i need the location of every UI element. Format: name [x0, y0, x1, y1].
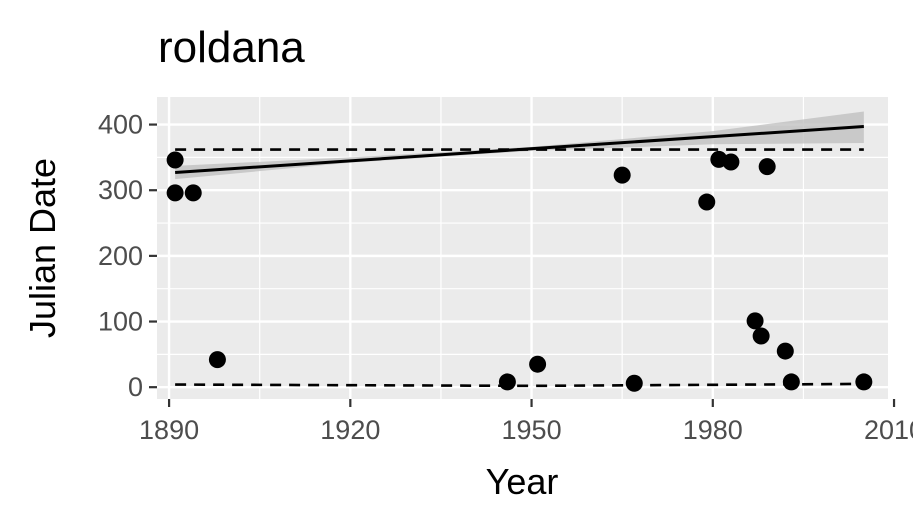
- data-point: [529, 355, 547, 373]
- data-point: [166, 184, 184, 202]
- dashed-line-2: [175, 382, 864, 388]
- plot-panel: [157, 97, 888, 399]
- data-point: [208, 351, 226, 369]
- data-point: [752, 327, 770, 345]
- data-point: [498, 373, 516, 391]
- y-tick-label: 400: [98, 110, 143, 140]
- data-point: [855, 373, 873, 391]
- data-point: [758, 158, 776, 176]
- y-tick-label: 0: [128, 372, 143, 402]
- y-axis: 0 100 200 300 400: [98, 110, 157, 402]
- chart-title: roldana: [158, 23, 305, 72]
- trend-line-layer: [175, 125, 864, 174]
- data-point: [184, 184, 202, 202]
- y-tick-label: 300: [98, 175, 143, 205]
- x-tick-label: 1920: [320, 415, 380, 445]
- trend-line: [175, 125, 864, 174]
- x-tick-label: 1980: [683, 415, 743, 445]
- data-point: [776, 342, 794, 360]
- data-point: [782, 373, 800, 391]
- y-tick-label: 100: [98, 307, 143, 337]
- data-point: [698, 193, 716, 211]
- data-point: [722, 153, 740, 171]
- data-point: [746, 312, 764, 330]
- data-points-layer: [166, 150, 873, 392]
- x-axis-title: Year: [486, 461, 559, 502]
- x-tick-label: 1950: [502, 415, 562, 445]
- x-tick-label: 1890: [139, 415, 199, 445]
- data-point: [166, 151, 184, 169]
- data-point: [613, 166, 631, 184]
- major-gridlines: [157, 97, 888, 399]
- data-point: [625, 374, 643, 392]
- y-tick-label: 200: [98, 241, 143, 271]
- y-axis-title: Julian Date: [22, 158, 63, 338]
